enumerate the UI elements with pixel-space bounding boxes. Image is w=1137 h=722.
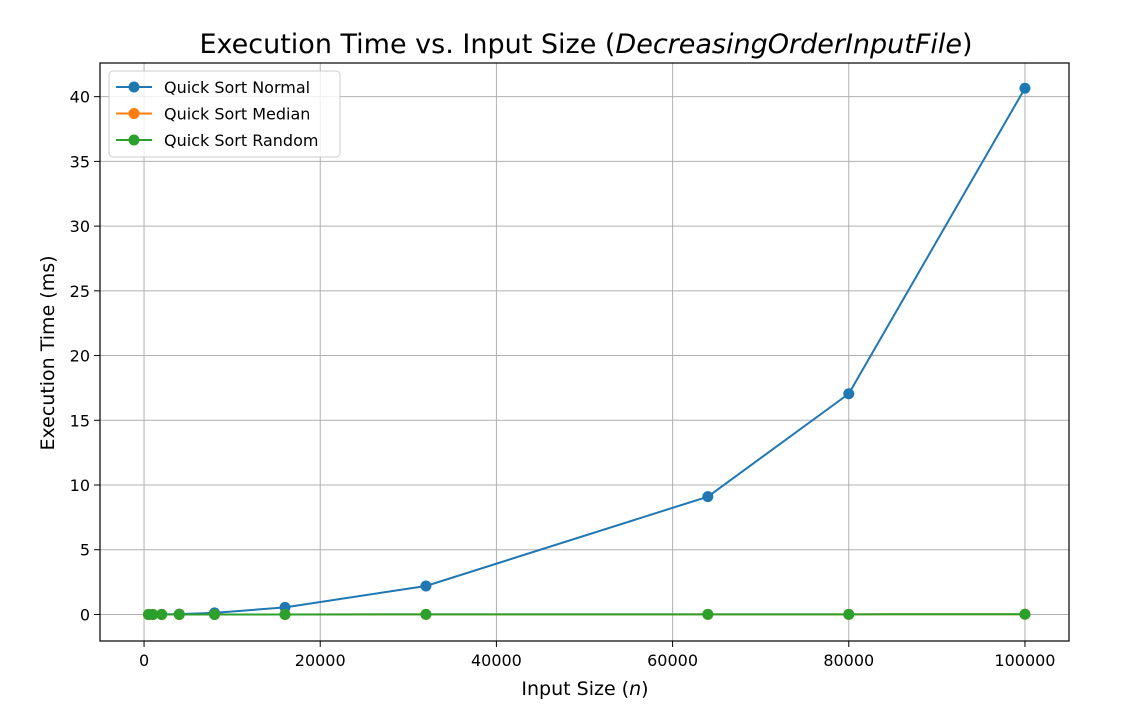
legend-label: Quick Sort Random (164, 131, 318, 150)
y-tick-label: 5 (80, 541, 90, 560)
x-tick-label: 80000 (823, 651, 874, 670)
legend-label: Quick Sort Normal (164, 78, 310, 97)
y-tick-label: 0 (80, 605, 90, 624)
data-point (420, 608, 432, 620)
data-point (702, 491, 714, 503)
y-tick-label: 30 (70, 217, 90, 236)
series-quick-sort-random (142, 608, 1031, 620)
chart-title: Execution Time vs. Input Size (Decreasin… (199, 29, 972, 60)
data-point (279, 608, 291, 620)
data-point (173, 608, 185, 620)
legend-box (108, 70, 341, 158)
series-layer (142, 82, 1031, 620)
data-point (1019, 608, 1031, 620)
x-tick-label: 0 (139, 651, 149, 670)
x-axis-label: Input Size (n) (521, 678, 648, 700)
y-axis-label: Execution Time (ms) (37, 255, 59, 450)
legend-label: Quick Sort Median (164, 105, 310, 124)
series-line (148, 87, 1026, 616)
y-tick-label: 35 (70, 152, 90, 171)
x-tick-label: 20000 (295, 651, 346, 670)
y-tick-label: 25 (70, 282, 90, 301)
data-point (147, 608, 159, 620)
legend: Quick Sort Normal Quick Sort Median Quick … (108, 70, 341, 158)
y-tick-label: 40 (70, 88, 90, 107)
legend-marker (128, 81, 140, 93)
data-point (1019, 82, 1031, 94)
series-quick-sort-normal (142, 82, 1031, 620)
data-point (156, 608, 168, 620)
x-tick-label: 40000 (471, 651, 522, 670)
data-point (702, 608, 714, 620)
legend-marker (128, 108, 140, 119)
legend-marker (128, 134, 140, 146)
grid-lines (100, 63, 1069, 641)
plot-frame (99, 62, 1070, 642)
y-tick-label: 15 (70, 411, 90, 430)
x-tick-label: 100000 (994, 651, 1055, 670)
data-point (843, 608, 855, 620)
data-point (843, 388, 855, 400)
y-tick-label: 20 (70, 347, 90, 366)
axis-ticks: 0 20000 40000 60000 80000 100000 0 5 10 15 20 25 30 3… (70, 88, 1056, 670)
x-tick-label: 60000 (647, 651, 698, 670)
y-tick-label: 10 (70, 476, 90, 495)
data-point (420, 580, 432, 592)
data-point (209, 608, 221, 620)
